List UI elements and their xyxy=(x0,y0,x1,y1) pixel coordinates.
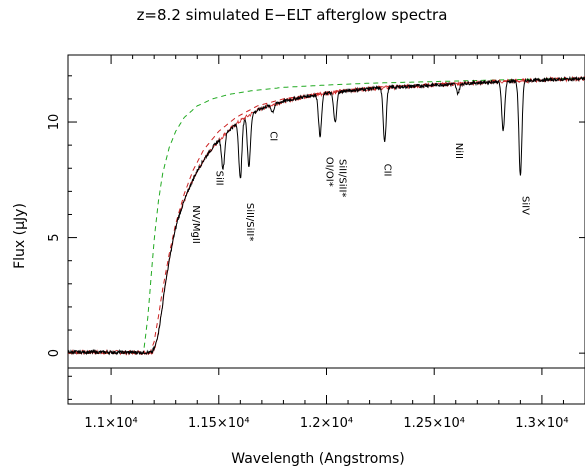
y-axis-label: Flux (μJy) xyxy=(12,203,28,269)
line-annotation: SiII/SiII* xyxy=(336,159,347,197)
x-axis-label: Wavelength (Angstroms) xyxy=(231,451,405,467)
y-tick-label: 5 xyxy=(47,233,62,241)
y-tick-label: 10 xyxy=(47,114,62,131)
line-annotation: CII xyxy=(382,164,393,177)
y-tick-label: 0 xyxy=(47,349,62,357)
plot-area: 1.1×10⁴ 1.15×10⁴ 1.2×10⁴ 1.25×10⁴ 1.3×10⁴ 0 5 1… xyxy=(47,54,585,431)
line-annotation: NV/MgII xyxy=(190,205,201,244)
noisy-red-trace xyxy=(67,75,585,356)
line-annotation: CI xyxy=(268,131,279,141)
line-annotation: OI/OI* xyxy=(324,157,335,187)
line-annotation: SiII xyxy=(214,171,225,186)
x-tick-label: 1.2×10⁴ xyxy=(300,416,353,431)
model-curve-red xyxy=(68,78,585,354)
model-curve-green xyxy=(68,77,585,354)
x-tick-label: 1.15×10⁴ xyxy=(188,416,250,431)
x-tick-label: 1.3×10⁴ xyxy=(515,416,568,431)
line-annotation: SiII/SiII* xyxy=(244,203,255,241)
x-tick-label: 1.1×10⁴ xyxy=(84,416,137,431)
chart-title: z=8.2 simulated E−ELT afterglow spectra xyxy=(137,6,448,24)
line-annotation: NiII xyxy=(453,143,464,159)
line-annotation: SiIV xyxy=(520,196,531,215)
plot-frame xyxy=(67,54,585,405)
x-tick-label: 1.25×10⁴ xyxy=(403,416,465,431)
observed-spectrum xyxy=(67,75,585,356)
